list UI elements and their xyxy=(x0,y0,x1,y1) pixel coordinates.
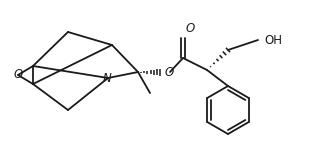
Text: OH: OH xyxy=(264,33,282,46)
Text: O: O xyxy=(13,69,23,81)
Text: O: O xyxy=(165,66,174,78)
Text: N: N xyxy=(103,72,111,86)
Text: O: O xyxy=(185,21,195,34)
